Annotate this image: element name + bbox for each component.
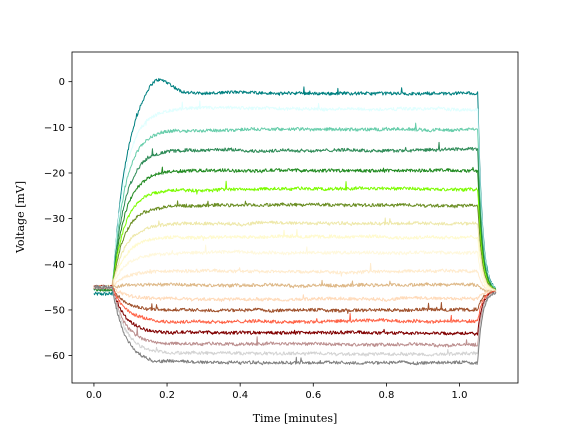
voltage-series-line-16 xyxy=(93,284,497,336)
voltage-series-line-3 xyxy=(93,122,496,292)
voltage-series-line-17 xyxy=(93,285,497,348)
voltage-series-line-13 xyxy=(93,284,497,302)
voltage-series-line-10 xyxy=(93,244,497,293)
axes-frame xyxy=(71,51,519,384)
voltage-series-line-18 xyxy=(93,284,496,357)
voltage-series-line-12 xyxy=(93,279,497,293)
x-axis-ticks: 0.0 0.2 0.4 0.6 0.8 1.0 xyxy=(86,383,467,401)
voltage-series-line-8 xyxy=(93,217,497,292)
x-tick-label: 0.6 xyxy=(305,390,321,401)
voltage-series-line-14 xyxy=(93,284,497,314)
voltage-series-line-6 xyxy=(93,180,496,291)
voltage-series-line-5 xyxy=(93,166,497,292)
y-tick-label: 0 xyxy=(59,77,65,88)
x-tick-label: 0.0 xyxy=(86,390,102,401)
voltage-series-line-11 xyxy=(93,262,497,293)
y-tick-label: −20 xyxy=(44,168,65,179)
x-tick-label: 1.0 xyxy=(452,390,468,401)
y-axis-label: Voltage [mV] xyxy=(14,181,27,254)
voltage-series-line-9 xyxy=(93,229,496,292)
y-tick-label: −50 xyxy=(44,305,65,316)
y-tick-label: −40 xyxy=(44,260,65,271)
voltage-series-line-19 xyxy=(93,284,497,366)
x-tick-label: 0.8 xyxy=(378,390,394,401)
x-tick-label: 0.4 xyxy=(232,390,248,401)
x-axis-label: Time [minutes] xyxy=(253,412,338,425)
series-layer xyxy=(93,77,497,366)
y-tick-label: −30 xyxy=(44,214,65,225)
voltage-series-line-4 xyxy=(93,141,497,292)
y-tick-label: −60 xyxy=(44,351,65,362)
y-axis-ticks: 0 −10 −20 −30 −40 −50 −60 xyxy=(44,77,72,362)
voltage-series-line-15 xyxy=(93,284,496,325)
y-tick-label: −10 xyxy=(44,123,65,134)
voltage-series-line-1 xyxy=(93,77,496,296)
voltage-series-line-2 xyxy=(93,100,496,292)
plot-area xyxy=(71,51,519,384)
voltage-series-line-7 xyxy=(93,200,497,292)
x-tick-label: 0.2 xyxy=(159,390,175,401)
